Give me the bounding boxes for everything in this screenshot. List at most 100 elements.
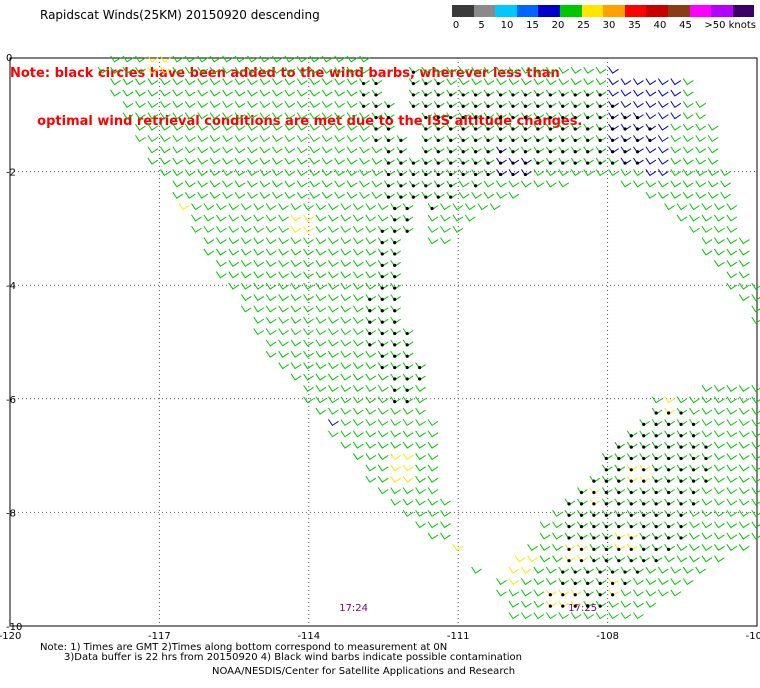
wind-barb	[645, 191, 657, 199]
wind-barb	[147, 66, 159, 74]
wind-barb	[633, 146, 644, 154]
wind-barb	[284, 89, 296, 97]
wind-barb	[720, 180, 731, 188]
wind-barb	[209, 180, 221, 188]
wind-barb	[197, 101, 209, 108]
wind-barb	[340, 407, 352, 415]
wind-barb	[508, 612, 520, 620]
wind-barb	[738, 475, 750, 483]
wind-barb	[278, 225, 289, 233]
wind-barb	[222, 146, 233, 154]
wind-barb	[608, 612, 619, 620]
wind-barb	[390, 339, 401, 347]
wind-barb	[209, 169, 221, 177]
wind-barb	[259, 146, 271, 154]
wind-barb	[713, 419, 725, 427]
wind-barb	[197, 55, 209, 63]
x-tick-label: -117	[148, 631, 171, 642]
wind-barb	[440, 225, 451, 233]
wind-barb	[713, 385, 725, 392]
wind-barb	[346, 191, 358, 199]
wind-barb	[651, 555, 663, 563]
wind-barb	[726, 441, 738, 449]
wind-barb	[682, 180, 694, 188]
wind-barb	[303, 362, 314, 370]
wind-barb	[240, 203, 252, 211]
wind-barb	[682, 157, 694, 165]
wind-barb	[259, 89, 271, 97]
wind-barb	[676, 430, 688, 438]
wind-barb	[570, 566, 582, 574]
wind-barb	[657, 589, 669, 597]
wind-barb	[352, 214, 364, 222]
wind-barb	[464, 203, 476, 211]
wind-barb	[583, 146, 594, 154]
wind-barb	[726, 260, 738, 268]
wind-barb	[577, 555, 588, 563]
wind-barb	[483, 112, 495, 120]
wind-barb	[682, 101, 694, 108]
wind-barb	[253, 316, 265, 324]
wind-barb	[701, 225, 713, 233]
wind-barb	[558, 589, 570, 597]
wind-barb	[265, 260, 277, 268]
wind-barb	[620, 578, 632, 586]
wind-barb	[296, 55, 308, 63]
wind-barb	[701, 203, 713, 211]
y-tick-label: -4	[6, 281, 16, 292]
wind-barb	[483, 169, 495, 177]
wind-barb	[147, 123, 159, 131]
wind-barb	[595, 169, 607, 177]
wind-barb	[701, 475, 713, 483]
wind-barb	[365, 475, 377, 483]
footer-note-1: Note: 1) Times are GMT 2)Times along bot…	[40, 642, 448, 653]
wind-barb	[433, 66, 445, 74]
wind-barb	[458, 66, 470, 74]
wind-barb	[247, 123, 258, 131]
wind-barb	[340, 260, 352, 268]
wind-barb	[751, 294, 760, 302]
wind-barb	[657, 123, 669, 131]
wind-barb	[695, 123, 707, 131]
wind-barb	[359, 89, 370, 97]
wind-barb	[645, 157, 657, 165]
wind-barb	[222, 89, 233, 97]
wind-barb	[315, 248, 327, 256]
wind-barb	[545, 566, 557, 574]
wind-barb	[340, 419, 352, 427]
wind-barb	[147, 78, 159, 86]
colorbar-tick-label: 0	[452, 20, 460, 31]
wind-barb	[321, 123, 333, 131]
wind-barb	[521, 78, 532, 86]
wind-barb	[402, 441, 414, 449]
wind-barb	[321, 78, 333, 86]
wind-barb	[483, 123, 495, 131]
wind-barb	[390, 214, 401, 222]
wind-barb	[365, 430, 377, 438]
wind-barb	[272, 112, 283, 120]
wind-barb	[272, 66, 283, 74]
wind-barb	[713, 555, 725, 563]
wind-barb	[583, 157, 594, 165]
wind-barb	[707, 180, 719, 188]
wind-barb	[296, 169, 308, 177]
wind-barb	[315, 362, 327, 370]
wind-barb	[689, 464, 700, 472]
wind-barb	[172, 78, 184, 86]
wind-barb	[639, 555, 650, 563]
wind-barb	[521, 66, 532, 74]
wind-barb	[545, 146, 557, 154]
chart-title: Rapidscat Winds(25KM) 20150920 descendin…	[40, 8, 320, 22]
wind-barb	[303, 396, 314, 404]
wind-barb	[664, 521, 675, 529]
wind-barb	[159, 55, 171, 63]
wind-barb	[377, 362, 389, 370]
wind-barb	[365, 225, 377, 233]
wind-barb	[122, 78, 134, 86]
wind-barb	[545, 112, 557, 120]
wind-barb	[751, 305, 760, 313]
wind-barb	[521, 612, 532, 620]
wind-barb	[496, 66, 507, 74]
wind-barb	[222, 169, 233, 177]
wind-barb	[346, 55, 358, 63]
